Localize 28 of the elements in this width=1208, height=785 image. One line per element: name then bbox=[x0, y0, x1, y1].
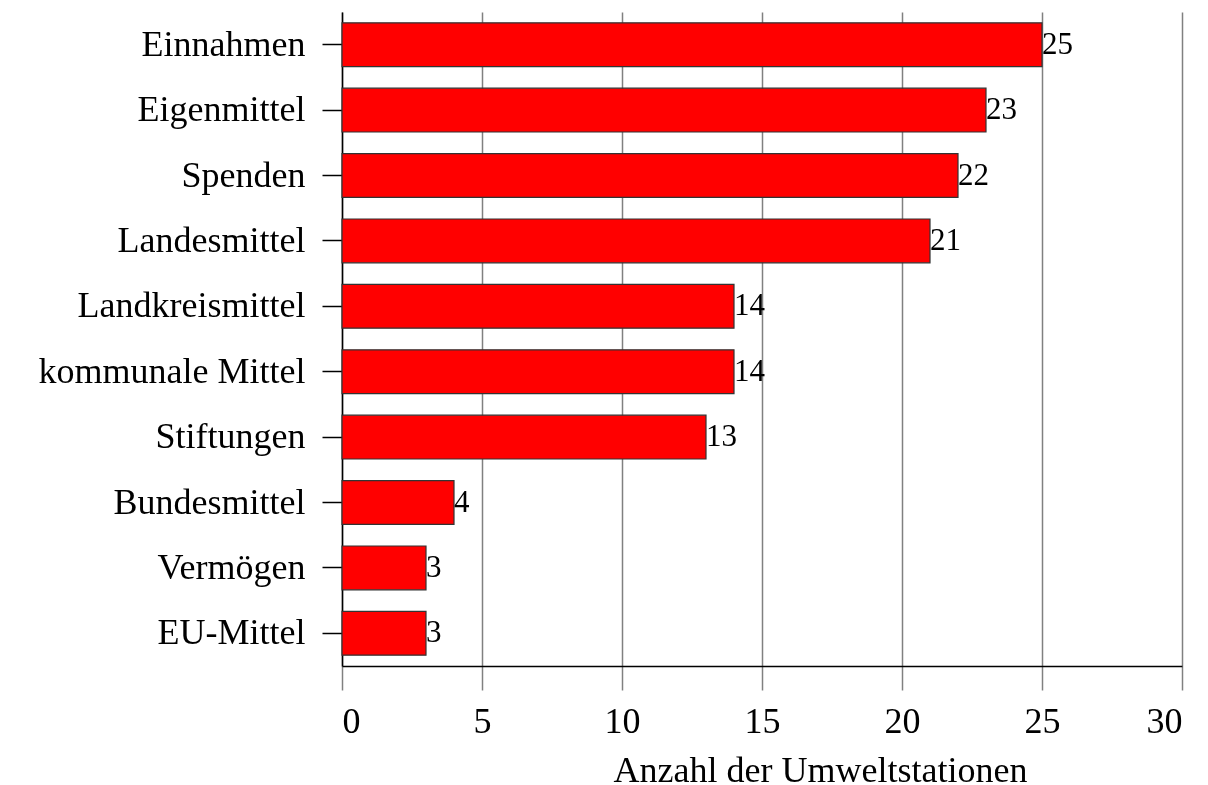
data-label: 3 bbox=[426, 548, 442, 584]
y-tick-label: Landkreismittel bbox=[77, 285, 306, 326]
y-tick-label: Landesmittel bbox=[117, 219, 306, 260]
x-tick-label: 15 bbox=[744, 700, 781, 741]
x-tick-label: 20 bbox=[884, 700, 921, 741]
data-label: 21 bbox=[930, 221, 961, 257]
data-label: 14 bbox=[734, 287, 766, 323]
data-label: 23 bbox=[986, 91, 1017, 127]
data-label: 13 bbox=[706, 418, 737, 454]
x-axis-title: Anzahl der Umweltstationen bbox=[613, 749, 1028, 785]
y-tick-label: Eigenmittel bbox=[137, 89, 306, 130]
y-tick-label: kommunale Mittel bbox=[38, 350, 306, 391]
y-tick-label: EU-Mittel bbox=[157, 612, 306, 653]
y-tick-label: Bundesmittel bbox=[113, 481, 306, 522]
x-tick-label: 5 bbox=[473, 700, 492, 741]
x-tick-label: 25 bbox=[1024, 700, 1061, 741]
y-tick-label: Stiftungen bbox=[155, 416, 306, 457]
x-tick-label: 0 bbox=[342, 700, 361, 741]
data-label: 4 bbox=[454, 483, 470, 519]
x-tick-label: 10 bbox=[604, 700, 641, 741]
y-tick-label: Einnahmen bbox=[141, 23, 306, 64]
data-label: 14 bbox=[734, 352, 766, 388]
y-tick-label: Spenden bbox=[181, 154, 306, 195]
data-label: 25 bbox=[1042, 25, 1073, 61]
data-label: 3 bbox=[426, 614, 442, 650]
data-label: 22 bbox=[958, 156, 989, 192]
x-tick-label: 30 bbox=[1146, 700, 1183, 741]
y-tick-label: Vermögen bbox=[157, 546, 306, 587]
